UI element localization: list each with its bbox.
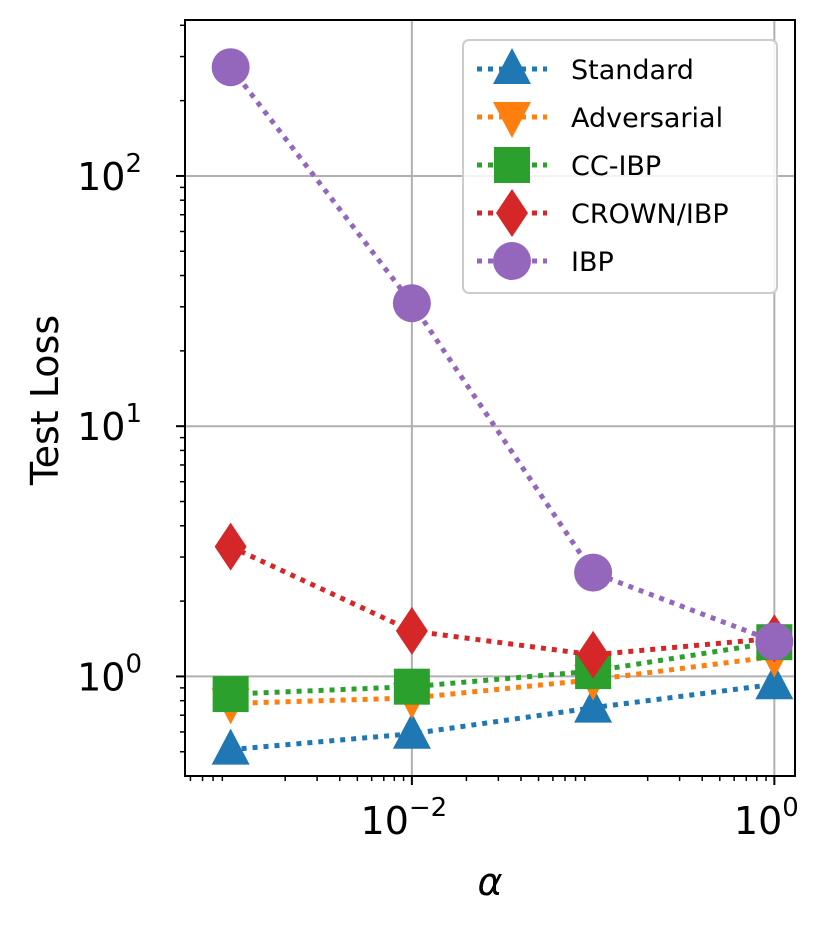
crown-ibp-point <box>395 606 428 655</box>
legend-label: CC-IBP <box>571 151 661 182</box>
adversarial-line <box>230 654 775 706</box>
crown-ibp-point <box>577 630 610 679</box>
ibp-point <box>392 284 431 323</box>
legend-item-cc-ibp: CC-IBP <box>477 147 661 183</box>
cc-ibp-point <box>212 676 249 713</box>
x-tick-label: 10−2 <box>361 793 448 843</box>
legend-marker <box>493 242 531 280</box>
y-tick-label: 101 <box>77 399 142 449</box>
x-tick-exponent: −2 <box>409 793 447 823</box>
legend: Standard Adversarial CC-IBP CROWN/IBP IBP <box>462 39 778 294</box>
y-axis-label: Test Loss <box>23 315 67 486</box>
legend-marker <box>493 102 531 138</box>
legend-item-ibp: IBP <box>477 242 614 280</box>
standard-point <box>211 728 250 765</box>
cc-ibp-line <box>230 639 775 697</box>
x-tick-label: 100 <box>734 793 799 843</box>
plot-frame <box>184 19 796 777</box>
legend-item-standard: Standard <box>477 48 694 86</box>
x-tick-exponent: 0 <box>782 793 799 823</box>
y-tick-exponent: 2 <box>125 149 142 179</box>
standard-point <box>755 663 794 700</box>
legend-marker <box>496 189 528 237</box>
legend-label: IBP <box>571 247 614 278</box>
ibp-line <box>228 65 776 644</box>
ibp-point <box>755 622 794 661</box>
crown-ibp-line <box>229 544 775 658</box>
y-tick-label: 100 <box>77 649 142 699</box>
legend-label: CROWN/IBP <box>571 199 729 230</box>
legend-label: Adversarial <box>571 103 723 134</box>
standard-line <box>230 681 775 753</box>
series-layer <box>211 48 794 765</box>
y-tick-exponent: 1 <box>125 399 142 429</box>
ibp-point <box>574 553 613 592</box>
legend-marker <box>493 48 531 84</box>
series-ibp <box>211 48 794 661</box>
ibp-point <box>211 48 250 87</box>
legend-item-adversarial: Adversarial <box>477 102 723 138</box>
series-standard <box>211 663 794 765</box>
legend-marker <box>494 147 530 183</box>
legend-item-crown-ibp: CROWN/IBP <box>477 189 729 237</box>
legend-label: Standard <box>571 55 694 86</box>
series-crown-ibp <box>214 522 791 679</box>
legend-box <box>462 39 778 294</box>
y-tick-label: 102 <box>77 149 142 199</box>
crown-ibp-point <box>214 522 247 571</box>
standard-point <box>574 686 613 723</box>
x-axis-label: α <box>477 860 502 904</box>
cc-ibp-point <box>393 668 430 705</box>
y-tick-exponent: 0 <box>125 649 142 679</box>
standard-point <box>392 712 431 749</box>
